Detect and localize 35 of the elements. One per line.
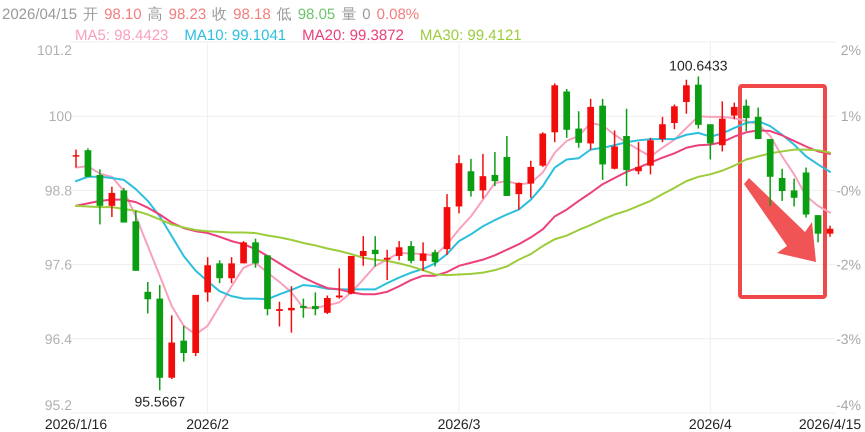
annotation: 100.6433 xyxy=(669,57,728,74)
x-tick-label: 2026/3 xyxy=(438,416,481,432)
text: 0.08% xyxy=(376,6,420,23)
x-tick-label: 2026/1/16 xyxy=(44,416,108,432)
y-tick-label: 97.6 xyxy=(44,256,72,273)
y2-tick-label: -0% xyxy=(836,182,861,198)
x-tick-label: 2026/2 xyxy=(186,416,230,432)
text: MA20: 99.3872 xyxy=(302,27,404,44)
y2-tick-label: 2% xyxy=(840,42,861,58)
y2-tick-label: -2% xyxy=(836,256,861,273)
y2-tick-label: -4% xyxy=(836,397,861,413)
text: MA30: 99.4121 xyxy=(420,27,522,44)
text: 98.23 xyxy=(168,6,206,23)
text: 2026/04/15 xyxy=(2,6,78,23)
y-tick-label: 95.2 xyxy=(44,397,72,413)
y-tick-label: 100 xyxy=(48,108,72,124)
annotation: 95.5667 xyxy=(134,393,186,410)
text: 高 xyxy=(148,6,163,23)
text: MA5: 98.4423 xyxy=(75,27,168,44)
text: 开 xyxy=(83,6,98,23)
y-tick-label: 101.2 xyxy=(36,42,72,58)
text: 量 xyxy=(341,6,356,23)
text: 低 xyxy=(276,6,292,23)
x-tick-label: 2026/4 xyxy=(688,416,732,432)
y-tick-label: 98.8 xyxy=(44,182,72,198)
text: 98.05 xyxy=(298,6,336,23)
text: 收 xyxy=(212,6,228,23)
y2-tick-label: -3% xyxy=(836,330,861,347)
text: 0 xyxy=(362,6,371,23)
x-tick-label: 2026/4/15 xyxy=(798,416,862,432)
y-tick-label: 96.4 xyxy=(44,330,72,347)
text: 98.10 xyxy=(104,6,142,23)
text: MA10: 99.1041 xyxy=(184,27,286,44)
text: 98.18 xyxy=(233,6,271,23)
y2-tick-label: 1% xyxy=(840,108,861,124)
